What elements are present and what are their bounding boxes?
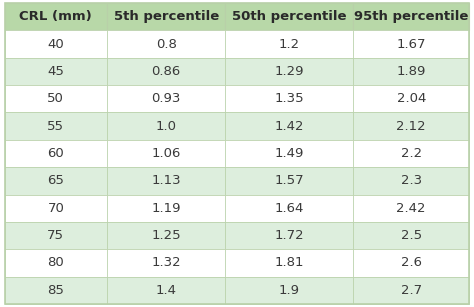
Text: 80: 80 bbox=[47, 256, 64, 270]
Text: 2.04: 2.04 bbox=[397, 92, 426, 105]
Text: 2.7: 2.7 bbox=[401, 284, 422, 297]
FancyBboxPatch shape bbox=[226, 167, 353, 195]
FancyBboxPatch shape bbox=[353, 277, 469, 304]
FancyBboxPatch shape bbox=[226, 112, 353, 140]
Text: 1.29: 1.29 bbox=[274, 65, 304, 78]
FancyBboxPatch shape bbox=[5, 58, 107, 85]
FancyBboxPatch shape bbox=[226, 58, 353, 85]
Text: 1.81: 1.81 bbox=[274, 256, 304, 270]
FancyBboxPatch shape bbox=[226, 195, 353, 222]
Text: 1.4: 1.4 bbox=[155, 284, 177, 297]
FancyBboxPatch shape bbox=[226, 249, 353, 277]
Text: 45: 45 bbox=[47, 65, 64, 78]
FancyBboxPatch shape bbox=[226, 277, 353, 304]
FancyBboxPatch shape bbox=[353, 249, 469, 277]
FancyBboxPatch shape bbox=[107, 167, 226, 195]
FancyBboxPatch shape bbox=[107, 195, 226, 222]
FancyBboxPatch shape bbox=[353, 30, 469, 58]
FancyBboxPatch shape bbox=[353, 58, 469, 85]
Text: 1.06: 1.06 bbox=[152, 147, 181, 160]
Text: 2.12: 2.12 bbox=[396, 120, 426, 133]
FancyBboxPatch shape bbox=[107, 58, 226, 85]
FancyBboxPatch shape bbox=[5, 112, 107, 140]
FancyBboxPatch shape bbox=[5, 85, 107, 112]
Text: 1.57: 1.57 bbox=[274, 174, 304, 187]
Text: 0.8: 0.8 bbox=[156, 37, 177, 51]
Text: 1.2: 1.2 bbox=[279, 37, 300, 51]
Text: 1.25: 1.25 bbox=[151, 229, 181, 242]
FancyBboxPatch shape bbox=[107, 277, 226, 304]
Text: 1.9: 1.9 bbox=[279, 284, 300, 297]
Text: 0.93: 0.93 bbox=[152, 92, 181, 105]
Text: 95th percentile: 95th percentile bbox=[354, 10, 468, 23]
Text: 2.2: 2.2 bbox=[401, 147, 422, 160]
Text: 1.42: 1.42 bbox=[274, 120, 304, 133]
FancyBboxPatch shape bbox=[226, 140, 353, 167]
FancyBboxPatch shape bbox=[5, 30, 107, 58]
Text: 1.0: 1.0 bbox=[155, 120, 177, 133]
FancyBboxPatch shape bbox=[5, 167, 107, 195]
FancyBboxPatch shape bbox=[353, 222, 469, 249]
FancyBboxPatch shape bbox=[107, 85, 226, 112]
FancyBboxPatch shape bbox=[226, 222, 353, 249]
Text: 1.19: 1.19 bbox=[151, 202, 181, 215]
FancyBboxPatch shape bbox=[353, 3, 469, 30]
Text: 1.64: 1.64 bbox=[274, 202, 304, 215]
FancyBboxPatch shape bbox=[5, 195, 107, 222]
Text: 2.3: 2.3 bbox=[401, 174, 422, 187]
FancyBboxPatch shape bbox=[107, 222, 226, 249]
FancyBboxPatch shape bbox=[5, 277, 107, 304]
Text: 2.5: 2.5 bbox=[401, 229, 422, 242]
Text: 0.86: 0.86 bbox=[152, 65, 181, 78]
Text: CRL (mm): CRL (mm) bbox=[19, 10, 92, 23]
FancyBboxPatch shape bbox=[353, 167, 469, 195]
FancyBboxPatch shape bbox=[226, 30, 353, 58]
Text: 2.42: 2.42 bbox=[396, 202, 426, 215]
Text: 55: 55 bbox=[47, 120, 64, 133]
FancyBboxPatch shape bbox=[5, 249, 107, 277]
Text: 60: 60 bbox=[47, 147, 64, 160]
FancyBboxPatch shape bbox=[107, 249, 226, 277]
Text: 5th percentile: 5th percentile bbox=[114, 10, 219, 23]
FancyBboxPatch shape bbox=[5, 222, 107, 249]
FancyBboxPatch shape bbox=[107, 30, 226, 58]
Text: 2.6: 2.6 bbox=[401, 256, 422, 270]
FancyBboxPatch shape bbox=[107, 140, 226, 167]
FancyBboxPatch shape bbox=[5, 3, 107, 30]
Text: 70: 70 bbox=[47, 202, 64, 215]
Text: 1.32: 1.32 bbox=[151, 256, 181, 270]
FancyBboxPatch shape bbox=[226, 85, 353, 112]
Text: 50: 50 bbox=[47, 92, 64, 105]
Text: 1.13: 1.13 bbox=[151, 174, 181, 187]
FancyBboxPatch shape bbox=[353, 112, 469, 140]
Text: 1.89: 1.89 bbox=[397, 65, 426, 78]
FancyBboxPatch shape bbox=[5, 140, 107, 167]
FancyBboxPatch shape bbox=[107, 112, 226, 140]
Text: 65: 65 bbox=[47, 174, 64, 187]
Text: 1.67: 1.67 bbox=[396, 37, 426, 51]
FancyBboxPatch shape bbox=[353, 195, 469, 222]
Text: 50th percentile: 50th percentile bbox=[232, 10, 346, 23]
FancyBboxPatch shape bbox=[353, 85, 469, 112]
Text: 1.72: 1.72 bbox=[274, 229, 304, 242]
Text: 40: 40 bbox=[47, 37, 64, 51]
Text: 85: 85 bbox=[47, 284, 64, 297]
Text: 75: 75 bbox=[47, 229, 64, 242]
Text: 1.35: 1.35 bbox=[274, 92, 304, 105]
FancyBboxPatch shape bbox=[107, 3, 226, 30]
Text: 1.49: 1.49 bbox=[274, 147, 304, 160]
FancyBboxPatch shape bbox=[353, 140, 469, 167]
FancyBboxPatch shape bbox=[226, 3, 353, 30]
